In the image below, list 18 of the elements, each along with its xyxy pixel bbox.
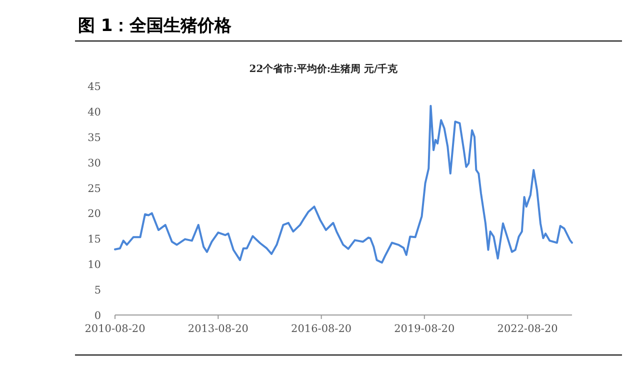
x-tick-label: 2019-08-20	[394, 323, 455, 335]
chart-title: 图 1：全国生猪价格	[78, 16, 233, 36]
x-tick-label: 2010-08-20	[84, 323, 146, 335]
y-tick-label: 45	[88, 81, 101, 93]
y-tick-label: 35	[88, 132, 101, 144]
y-tick-label: 10	[88, 259, 101, 272]
y-tick-label: 0	[94, 310, 101, 322]
y-tick-label: 25	[88, 182, 101, 195]
y-tick-label: 40	[88, 106, 101, 118]
y-tick-label: 5	[94, 284, 101, 297]
x-tick-label: 2022-08-20	[497, 323, 558, 335]
x-tick-label: 2016-08-20	[291, 323, 352, 335]
y-tick-label: 30	[88, 157, 101, 170]
y-tick-label: 15	[88, 234, 101, 246]
x-tick-label: 2013-08-20	[188, 323, 248, 335]
line-series	[114, 104, 573, 264]
y-tick-label: 20	[88, 208, 101, 220]
chart-subtitle: 22个省市:平均价:生猪周 元/千克	[249, 63, 399, 75]
